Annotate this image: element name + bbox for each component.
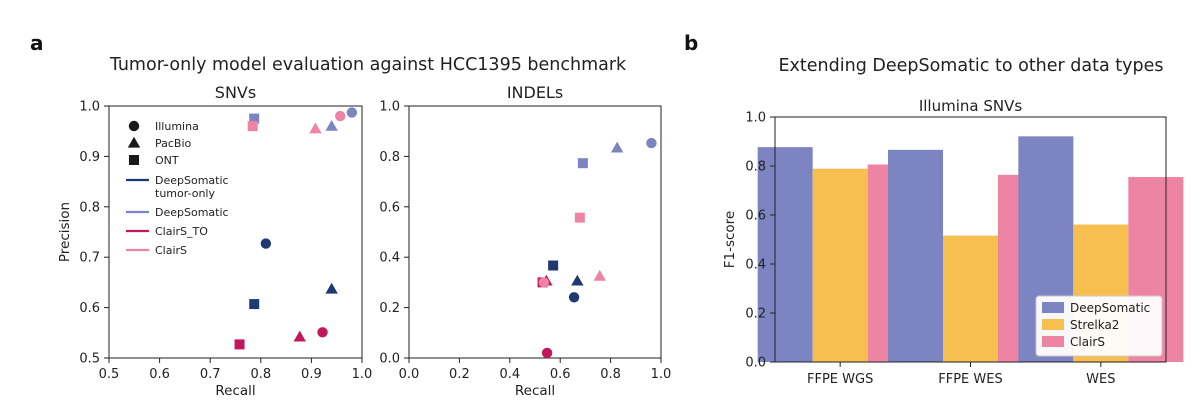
y-axis-label: F1-score [722, 211, 738, 269]
legend: IlluminaPacBioONTDeepSomatictumor-onlyDe… [126, 120, 229, 257]
y-tick-label: 0.9 [79, 150, 100, 165]
point-clairs-illumina [538, 277, 550, 288]
bar-deepsomatic-ffpe-wgs [757, 147, 813, 362]
legend-swatch-clairs [1042, 336, 1064, 347]
panel-b-letter: b [684, 31, 698, 55]
x-tick-label: 1.0 [352, 367, 373, 382]
y-tick-label: 0.2 [745, 307, 766, 322]
y-tick-label: 0.0 [379, 352, 400, 367]
y-tick-label: 0.6 [79, 301, 100, 316]
x-tick-label: FFPE WES [938, 372, 1002, 387]
plot-frame [108, 105, 363, 359]
x-axis-label: Recall [215, 383, 255, 399]
panel-a-title: Tumor-only model evaluation against HCC1… [109, 55, 627, 75]
legend-swatch-strelka2 [1042, 319, 1064, 330]
y-tick-label: 0.4 [379, 251, 400, 266]
x-tick-label: WES [1086, 372, 1115, 387]
point-clairs-ont [247, 121, 258, 132]
legend-swatch-deepsomatic [1042, 302, 1064, 313]
chart-title: SNVs [215, 83, 256, 102]
y-tick-label: 1.0 [745, 111, 766, 126]
bar-deepsomatic-ffpe-wes [888, 149, 943, 362]
x-tick-label: 0.8 [600, 367, 621, 382]
point-clairs-to-illumina [541, 347, 553, 359]
y-tick-label: 0.8 [745, 160, 766, 175]
chart-illumina-snvs: Illumina SNVs FFPE WGS FFPE WES WES 0.0 0.2 0.… [722, 97, 1184, 387]
legend-box [1035, 295, 1163, 357]
point-deepsomatic-pacbio [325, 119, 338, 131]
chart-title: INDELs [507, 83, 563, 102]
legend-label: Strelka2 [1070, 318, 1119, 332]
x-axis-label: Recall [515, 383, 555, 399]
bar-strelka2-ffpe-wes [943, 235, 998, 362]
y-axis-label: Precision [57, 202, 73, 262]
y-tick-label: 0.4 [745, 258, 766, 273]
x-tick-label: 0.6 [149, 367, 170, 382]
x-tick-label: 1.0 [651, 367, 672, 382]
chart-indels: INDELs 0.0 0.2 0.4 0.6 0.8 1.0 0.0 0.2 0.4 0.6 0.8 1… [379, 83, 671, 399]
plot-frame [408, 105, 662, 359]
y-tick-label: 1.0 [379, 100, 400, 115]
y-tick-label: 1.0 [79, 100, 100, 115]
x-tick-label: 0.2 [449, 367, 470, 382]
point-deepsomatic-tumor-only-ont [548, 260, 559, 271]
legend-label: DeepSomatic [155, 206, 229, 219]
legend-marker-illumina [128, 120, 140, 132]
point-deepsomatic-tumor-only-pacbio [325, 282, 338, 294]
x-tick-label: 0.7 [200, 367, 221, 382]
y-tick-label: 0.7 [79, 251, 100, 266]
chart-snvs: SNVs 0.5 0.6 0.7 0.8 0.9 1.0 0.5 0.6 0.7 0.8 0.9 1.0… [57, 83, 372, 399]
point-deepsomatic-ont [577, 158, 588, 169]
legend-label: tumor-only [155, 187, 215, 200]
panel-b-title: Extending DeepSomatic to other data type… [779, 56, 1164, 76]
point-clairs-illumina [335, 110, 346, 122]
x-tick-label: FFPE WGS [807, 372, 873, 387]
legend: DeepSomatic Strelka2 ClairS [1035, 295, 1163, 357]
y-tick-label: 0.8 [379, 150, 400, 165]
x-tick-label: 0.4 [499, 367, 520, 382]
bar-strelka2-ffpe-wgs [812, 168, 868, 362]
y-tick-label: 0.2 [379, 301, 400, 316]
point-deepsomatic-tumor-only-pacbio [571, 274, 584, 286]
legend-label: DeepSomatic [155, 174, 229, 187]
point-deepsomatic-tumor-only-illumina [260, 238, 272, 249]
y-tick-label: 0.6 [745, 209, 766, 224]
y-tick-label: 0.0 [745, 356, 766, 371]
x-tick-label: 0.0 [399, 367, 420, 382]
legend-label: DeepSomatic [1070, 301, 1150, 315]
legend-label: Illumina [155, 120, 199, 133]
y-tick-label: 0.5 [79, 352, 100, 367]
plot-frame [774, 116, 1167, 363]
point-clairs-to-pacbio [293, 330, 306, 342]
legend-label: PacBio [155, 137, 192, 150]
y-tick-label: 0.6 [379, 200, 400, 215]
legend-label: ClairS_TO [155, 225, 208, 238]
legend-marker-ont [129, 155, 139, 165]
legend-label: ONT [155, 154, 179, 167]
point-deepsomatic-pacbio [610, 141, 624, 153]
point-deepsomatic-tumor-only-illumina [568, 292, 580, 303]
legend-label: ClairS [1070, 335, 1105, 349]
point-clairs-pacbio [593, 269, 606, 281]
point-clairs-pacbio [309, 122, 322, 134]
point-deepsomatic-tumor-only-ont [249, 299, 260, 310]
legend-marker-pacbio [127, 136, 141, 148]
point-deepsomatic-illumina [646, 137, 657, 149]
point-clairs-to-ont [234, 339, 245, 350]
y-tick-label: 0.8 [79, 200, 100, 215]
legend-label: ClairS [155, 244, 187, 257]
chart-title: Illumina SNVs [919, 97, 1023, 115]
point-clairs-to-illumina [317, 327, 328, 338]
x-tick-label: 0.8 [250, 367, 271, 382]
x-tick-label: 0.9 [301, 367, 322, 382]
point-clairs-ont [574, 212, 585, 223]
x-tick-label: 0.5 [99, 367, 120, 382]
panel-a-letter: a [30, 31, 44, 55]
point-deepsomatic-ont [249, 113, 260, 124]
point-deepsomatic-illumina [346, 107, 358, 118]
x-tick-label: 0.6 [550, 367, 571, 382]
